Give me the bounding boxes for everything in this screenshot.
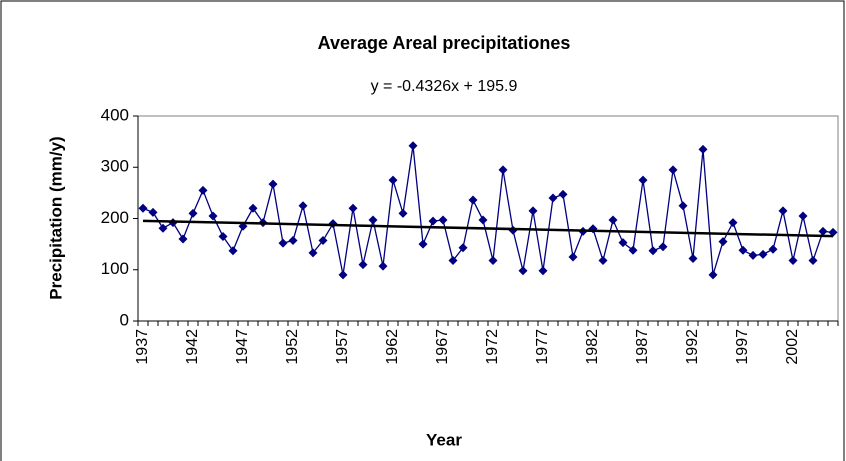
data-point xyxy=(768,244,778,254)
data-point xyxy=(748,250,758,260)
data-point xyxy=(428,216,438,226)
data-point xyxy=(338,270,348,280)
data-point xyxy=(598,256,608,266)
data-point xyxy=(398,208,408,218)
x-tick-label: 1997 xyxy=(734,329,751,365)
data-point xyxy=(808,256,818,266)
data-point xyxy=(518,266,528,276)
x-tick-label: 1957 xyxy=(334,329,351,365)
data-point xyxy=(388,175,398,185)
data-point xyxy=(198,185,208,195)
y-tick-label: 200 xyxy=(101,208,129,227)
data-point xyxy=(208,211,218,221)
x-tick-label: 1967 xyxy=(434,329,451,365)
data-point xyxy=(148,207,158,217)
x-tick-label: 2002 xyxy=(784,329,801,365)
x-tick-label: 1992 xyxy=(684,329,701,365)
data-point xyxy=(568,252,578,262)
data-point xyxy=(318,236,328,246)
data-point xyxy=(538,266,548,276)
x-tick-label: 1987 xyxy=(634,329,651,365)
data-point xyxy=(668,165,678,175)
data-point xyxy=(678,201,688,211)
data-point xyxy=(438,215,448,225)
data-point xyxy=(498,165,508,175)
trendline-equation: y = -0.4326x + 195.9 xyxy=(371,78,518,95)
trendline xyxy=(142,219,834,238)
data-point xyxy=(608,215,618,225)
data-point xyxy=(658,242,668,252)
x-tick-label: 1952 xyxy=(284,329,301,365)
data-point xyxy=(728,218,738,228)
data-point xyxy=(178,234,188,244)
data-point xyxy=(488,256,498,266)
y-tick-label: 300 xyxy=(101,157,129,176)
data-point xyxy=(778,206,788,216)
data-point xyxy=(408,141,418,151)
x-tick-label: 1962 xyxy=(384,329,401,365)
data-point xyxy=(528,206,538,216)
data-point xyxy=(618,238,628,248)
data-point xyxy=(188,208,198,218)
data-point xyxy=(648,246,658,256)
data-point xyxy=(268,179,278,189)
data-point xyxy=(348,203,358,213)
data-point xyxy=(358,260,368,270)
data-point xyxy=(378,261,388,271)
chart-title: Average Areal precipitationes xyxy=(318,33,571,53)
data-point xyxy=(298,201,308,211)
series-line xyxy=(142,145,834,276)
data-point xyxy=(708,270,718,280)
y-tick-label: 400 xyxy=(101,105,129,124)
data-point xyxy=(638,175,648,185)
x-tick-label: 1942 xyxy=(184,329,201,365)
data-point xyxy=(558,189,568,199)
data-point xyxy=(138,203,148,213)
data-point xyxy=(718,237,728,247)
x-tick-label: 1982 xyxy=(584,329,601,365)
x-tick-label: 1937 xyxy=(134,329,151,365)
y-tick-label: 100 xyxy=(101,259,129,278)
data-point xyxy=(218,231,228,241)
data-point xyxy=(798,211,808,221)
data-point xyxy=(818,226,828,236)
x-tick-label: 1977 xyxy=(534,329,551,365)
data-point xyxy=(288,236,298,246)
data-point xyxy=(548,193,558,203)
data-point xyxy=(788,256,798,266)
x-tick-label: 1947 xyxy=(234,329,251,365)
data-point xyxy=(418,239,428,249)
data-point xyxy=(308,248,318,258)
data-point xyxy=(228,246,238,256)
data-point xyxy=(828,227,838,237)
y-axis-title: Precipitation (mm/y) xyxy=(46,136,65,299)
data-point xyxy=(468,195,478,205)
x-tick-label: 1972 xyxy=(484,329,501,365)
data-point xyxy=(368,215,378,225)
y-tick-label: 0 xyxy=(120,310,129,329)
data-point xyxy=(478,215,488,225)
data-point xyxy=(458,243,468,253)
data-point xyxy=(278,238,288,248)
data-point xyxy=(448,256,458,266)
data-point xyxy=(628,245,638,255)
data-point xyxy=(698,144,708,154)
data-point xyxy=(248,203,258,213)
x-axis-title: Year xyxy=(426,430,462,449)
data-point xyxy=(738,245,748,255)
data-point xyxy=(758,249,768,259)
data-point xyxy=(158,223,168,233)
data-point xyxy=(688,253,698,263)
